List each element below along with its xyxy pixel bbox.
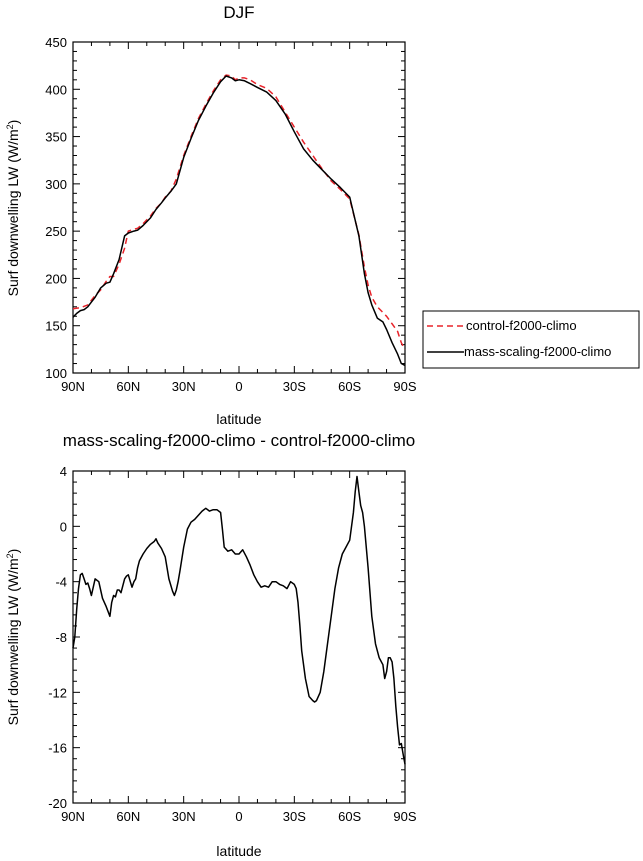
y-tick-label: 100 bbox=[45, 366, 67, 381]
x-tick-label: 0 bbox=[235, 379, 242, 394]
plot-frame bbox=[72, 41, 406, 374]
x-axis-label: latitude bbox=[216, 843, 261, 859]
series-line-0 bbox=[72, 74, 406, 350]
y-axis-label-main: Surf downwelling LW (W/m bbox=[5, 558, 21, 725]
x-tick-label: 0 bbox=[235, 809, 242, 824]
x-axis-label: latitude bbox=[216, 411, 261, 427]
legend-label-mass-scaling: mass-scaling-f2000-climo bbox=[464, 344, 611, 359]
x-tick-label: 30N bbox=[172, 379, 196, 394]
legend-box bbox=[422, 310, 640, 369]
y-tick-label: -12 bbox=[48, 685, 67, 700]
y-tick-label: 250 bbox=[45, 224, 67, 239]
y-tick-label: -20 bbox=[48, 796, 67, 811]
axis-ticks: 90N 60N 30N 0 30S 60S 90S -20 -16 -12 -8 -4 0 4 bbox=[48, 464, 417, 824]
series-line-1 bbox=[72, 75, 406, 367]
x-tick-label: 60S bbox=[338, 809, 361, 824]
y-tick-label: -8 bbox=[55, 630, 67, 645]
x-tick-label: 90N bbox=[61, 809, 85, 824]
y-tick-label: 200 bbox=[45, 271, 67, 286]
y-axis-label-main: Surf downwelling LW (W/m bbox=[5, 129, 21, 296]
y-tick-label: 350 bbox=[45, 130, 67, 145]
series-line-0 bbox=[72, 475, 406, 765]
y-tick-label: 150 bbox=[45, 319, 67, 334]
y-tick-label: 300 bbox=[45, 177, 67, 192]
x-tick-label: 60S bbox=[338, 379, 361, 394]
chart-title: mass-scaling-f2000-climo - control-f2000… bbox=[63, 431, 415, 450]
y-tick-label: -4 bbox=[55, 575, 67, 590]
plot-frame bbox=[72, 470, 406, 804]
x-tick-label: 90N bbox=[61, 379, 85, 394]
chart-title: DJF bbox=[223, 3, 254, 22]
x-tick-label: 90S bbox=[393, 379, 416, 394]
series-lines bbox=[72, 475, 406, 765]
y-axis-label: Surf downwelling LW (W/m2) bbox=[5, 120, 21, 297]
x-tick-label: 60N bbox=[116, 379, 140, 394]
y-tick-label: 450 bbox=[45, 35, 67, 50]
x-tick-label: 60N bbox=[116, 809, 140, 824]
series-lines bbox=[72, 74, 406, 367]
y-axis-label: Surf downwelling LW (W/m2) bbox=[5, 549, 21, 726]
x-tick-label: 30N bbox=[172, 809, 196, 824]
axis-ticks: 90N 60N 30N 0 30S 60S 90S 100 150 200 250 300 350 400… bbox=[45, 35, 417, 394]
djf-chart: DJF 90N 60N 30N 0 30S 60S 90S 100 150 200 250 300 35… bbox=[5, 3, 640, 427]
x-tick-label: 30S bbox=[283, 809, 306, 824]
legend: control-f2000-climo mass-scaling-f2000-c… bbox=[422, 310, 640, 369]
x-tick-label: 90S bbox=[393, 809, 416, 824]
difference-chart: mass-scaling-f2000-climo - control-f2000… bbox=[5, 431, 417, 859]
y-tick-label: 0 bbox=[60, 519, 67, 534]
legend-label-control: control-f2000-climo bbox=[466, 318, 577, 333]
y-tick-label: 400 bbox=[45, 82, 67, 97]
y-tick-label: 4 bbox=[60, 464, 67, 479]
y-axis-label-sup: 2 bbox=[5, 553, 15, 558]
y-axis-label-close: ) bbox=[5, 549, 21, 554]
y-axis-label-close: ) bbox=[5, 120, 21, 125]
y-axis-label-sup: 2 bbox=[5, 124, 15, 129]
y-tick-label: -16 bbox=[48, 741, 67, 756]
x-tick-label: 30S bbox=[283, 379, 306, 394]
